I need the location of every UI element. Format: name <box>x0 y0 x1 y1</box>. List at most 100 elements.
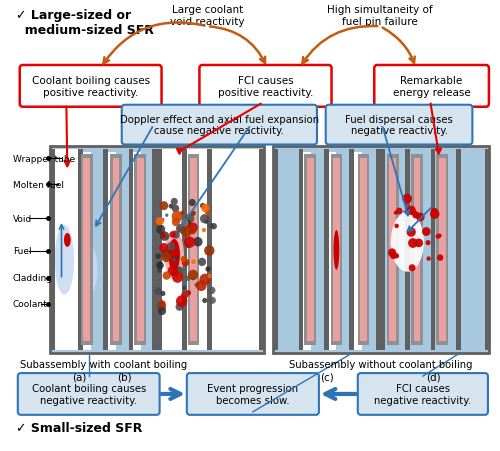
Bar <box>188 155 200 345</box>
Circle shape <box>436 235 440 239</box>
Ellipse shape <box>334 230 340 270</box>
Text: High simultaneity of
fuel pin failure: High simultaneity of fuel pin failure <box>328 5 433 27</box>
Circle shape <box>408 239 418 249</box>
Circle shape <box>208 250 211 254</box>
Circle shape <box>200 215 209 224</box>
Circle shape <box>208 224 214 229</box>
Text: Subassembly without coolant boiling: Subassembly without coolant boiling <box>290 359 473 369</box>
Circle shape <box>176 267 182 274</box>
Bar <box>406 150 410 350</box>
Text: Event progression
becomes slow.: Event progression becomes slow. <box>208 383 298 405</box>
Circle shape <box>426 257 431 261</box>
Circle shape <box>202 228 206 233</box>
Bar <box>411 155 423 345</box>
Bar <box>79 153 90 350</box>
Circle shape <box>394 211 398 215</box>
Circle shape <box>416 213 424 222</box>
Text: (d): (d) <box>426 371 441 381</box>
Circle shape <box>206 267 210 272</box>
FancyBboxPatch shape <box>18 373 160 415</box>
Bar <box>485 150 490 350</box>
Circle shape <box>396 208 402 215</box>
Ellipse shape <box>168 239 180 271</box>
Circle shape <box>170 232 176 238</box>
Ellipse shape <box>164 230 184 280</box>
Circle shape <box>186 245 190 249</box>
Bar <box>414 159 420 341</box>
Bar <box>112 159 119 341</box>
Bar <box>324 150 328 350</box>
Circle shape <box>180 226 192 238</box>
Circle shape <box>162 272 170 280</box>
FancyBboxPatch shape <box>358 373 488 415</box>
Text: Doppler effect and axial fuel expansion
cause negative reactivity.: Doppler effect and axial fuel expansion … <box>120 115 319 136</box>
Ellipse shape <box>391 212 424 272</box>
Circle shape <box>170 272 175 276</box>
Circle shape <box>430 210 440 219</box>
Circle shape <box>412 212 420 219</box>
Circle shape <box>156 262 164 270</box>
Circle shape <box>180 212 184 216</box>
Circle shape <box>198 258 206 267</box>
Bar <box>134 155 146 345</box>
Circle shape <box>204 246 214 256</box>
Bar <box>333 159 340 341</box>
Circle shape <box>204 210 210 216</box>
Bar <box>298 150 304 350</box>
Circle shape <box>160 202 168 211</box>
Circle shape <box>182 286 186 290</box>
Circle shape <box>182 220 188 227</box>
Circle shape <box>172 205 179 213</box>
Bar <box>104 150 108 350</box>
Text: (c): (c) <box>320 371 334 381</box>
Bar <box>154 150 158 350</box>
FancyBboxPatch shape <box>374 66 489 107</box>
Bar <box>300 153 311 350</box>
Text: ✓ Large-sized or
  medium-sized SFR: ✓ Large-sized or medium-sized SFR <box>16 9 154 37</box>
Bar <box>152 150 156 350</box>
Circle shape <box>172 231 180 239</box>
Bar <box>207 150 212 350</box>
Text: Subassembly with coolant boiling: Subassembly with coolant boiling <box>20 359 187 369</box>
Circle shape <box>154 288 162 295</box>
Circle shape <box>172 211 182 223</box>
Circle shape <box>390 252 397 259</box>
Circle shape <box>394 253 399 259</box>
Circle shape <box>160 291 166 296</box>
Circle shape <box>156 225 165 235</box>
Bar <box>330 155 342 345</box>
Circle shape <box>176 225 184 233</box>
Circle shape <box>194 238 202 247</box>
Circle shape <box>191 278 194 281</box>
FancyBboxPatch shape <box>20 66 162 107</box>
Bar <box>436 155 448 345</box>
Circle shape <box>208 274 212 279</box>
Circle shape <box>168 204 173 209</box>
Circle shape <box>178 272 184 277</box>
Circle shape <box>168 266 178 276</box>
Circle shape <box>182 259 190 267</box>
Bar <box>456 150 460 350</box>
Bar <box>50 150 54 350</box>
Circle shape <box>161 233 166 239</box>
Circle shape <box>210 224 217 230</box>
Circle shape <box>186 290 191 296</box>
Bar <box>81 155 92 345</box>
Circle shape <box>388 249 396 257</box>
FancyBboxPatch shape <box>187 373 319 415</box>
Bar <box>54 150 78 350</box>
Bar <box>128 150 134 350</box>
Circle shape <box>162 249 171 259</box>
Text: Fuel dispersal causes
negative reactivity.: Fuel dispersal causes negative reactivit… <box>345 115 453 136</box>
Circle shape <box>184 220 191 227</box>
Circle shape <box>406 228 416 237</box>
Circle shape <box>158 300 166 308</box>
Circle shape <box>168 251 175 259</box>
Circle shape <box>158 307 166 315</box>
Circle shape <box>188 226 196 235</box>
Bar <box>84 159 90 341</box>
Circle shape <box>184 237 195 249</box>
Bar <box>156 150 162 350</box>
Circle shape <box>172 255 178 261</box>
Text: FCI causes
positive reactivity.: FCI causes positive reactivity. <box>218 76 313 97</box>
